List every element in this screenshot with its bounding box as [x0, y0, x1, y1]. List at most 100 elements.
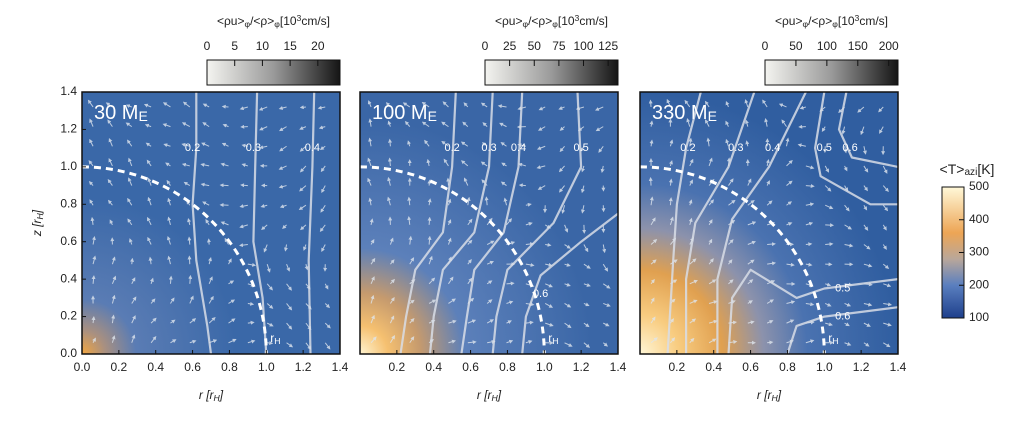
flow-arrow — [443, 158, 449, 167]
flow-arrow — [324, 303, 331, 309]
flow-arrow — [221, 142, 229, 147]
flow-arrow — [320, 204, 326, 213]
flow-arrow — [583, 302, 590, 307]
flow-arrow — [299, 126, 307, 130]
flow-arrow — [786, 222, 793, 226]
label-part: cm/s] — [579, 14, 608, 28]
panel-title: 100 ME — [372, 102, 437, 124]
flow-arrow — [564, 322, 572, 329]
flow-arrow — [525, 320, 534, 325]
colorbar-tick-label: 100 — [969, 310, 989, 324]
x-tick-label: 0.0 — [74, 360, 91, 374]
flow-arrow — [545, 262, 553, 267]
flow-arrow — [689, 318, 697, 324]
label-part: ] — [777, 388, 782, 402]
flow-arrow — [525, 340, 533, 344]
flow-arrow — [708, 279, 717, 285]
label-part: [10 — [280, 14, 297, 28]
flow-arrow — [131, 334, 136, 343]
y-tick-label: 1.0 — [60, 159, 77, 173]
flow-arrow — [564, 244, 571, 249]
flow-arrow — [150, 298, 156, 304]
flow-arrow — [125, 122, 133, 128]
flow-arrow — [805, 202, 815, 207]
flow-arrow — [463, 177, 469, 186]
label-part: cm/s] — [859, 14, 888, 28]
flow-arrow — [564, 303, 572, 308]
flow-arrow — [467, 218, 473, 226]
colorbar — [764, 59, 899, 86]
flow-arrow — [247, 339, 256, 344]
flow-arrow — [882, 204, 889, 212]
flow-arrow — [581, 165, 585, 173]
contour-label: 0.2 — [444, 142, 459, 154]
flow-arrow — [650, 297, 655, 304]
flow-arrow — [370, 336, 377, 344]
flow-arrow — [189, 318, 197, 324]
x-tick-label: 0.8 — [499, 360, 516, 374]
flow-arrow — [747, 178, 752, 186]
flow-arrow — [299, 145, 307, 152]
flow-arrow — [825, 204, 834, 210]
flow-arrow — [228, 299, 236, 304]
flow-arrow — [266, 322, 274, 327]
flow-arrow — [725, 120, 730, 127]
contour-label: 0.3 — [481, 142, 496, 154]
label-part: /<ρ> — [808, 14, 832, 28]
flow-arrow — [857, 106, 865, 113]
label-part: ] — [497, 388, 502, 402]
flow-arrow — [442, 101, 449, 108]
flow-arrow — [689, 299, 698, 304]
flow-arrow — [111, 314, 116, 324]
flow-arrow — [600, 165, 605, 174]
flow-arrow — [298, 204, 307, 211]
flow-arrow — [241, 163, 248, 168]
flow-arrow — [131, 296, 137, 304]
flow-arrow — [167, 197, 172, 206]
flow-arrow — [107, 179, 113, 186]
flow-arrow — [324, 342, 331, 350]
flow-arrow — [706, 137, 711, 147]
flow-arrow — [170, 339, 177, 344]
x-tick-label: 0.2 — [389, 360, 406, 374]
label-part: [K] — [977, 161, 994, 177]
flow-arrow — [564, 224, 569, 233]
flow-arrow — [147, 196, 152, 206]
flow-arrow — [162, 123, 171, 128]
flow-arrow — [208, 316, 216, 324]
flow-arrow — [130, 257, 135, 265]
flow-arrow — [805, 184, 815, 188]
flow-arrow — [163, 143, 171, 148]
label-part: r — [828, 331, 832, 345]
flow-arrow — [499, 122, 507, 128]
colorbar-tick-label: 150 — [848, 39, 868, 53]
colorbar-tick-label: 50 — [789, 39, 803, 53]
contour-label: 0.3 — [246, 142, 261, 154]
flow-arrow — [863, 224, 869, 231]
flow-arrow — [389, 315, 395, 324]
flow-arrow — [407, 140, 411, 147]
label-part: azi — [964, 167, 977, 178]
flow-arrow — [486, 299, 493, 304]
flow-arrow — [92, 337, 96, 344]
flow-arrow — [797, 143, 806, 148]
flow-arrow — [670, 337, 676, 344]
flow-arrow — [785, 137, 790, 147]
x-tick-label: 0.2 — [111, 360, 128, 374]
flow-arrow — [108, 158, 113, 167]
flow-arrow — [299, 185, 307, 192]
flow-arrow — [844, 204, 850, 212]
colorbar-tick-label: 15 — [283, 39, 297, 53]
flow-arrow — [728, 259, 733, 265]
flow-arrow — [725, 138, 730, 147]
flow-arrow — [89, 138, 94, 147]
flow-arrow — [166, 235, 171, 245]
label-part: H — [214, 393, 221, 403]
colorbar-tick-label: 125 — [598, 39, 618, 53]
flow-arrow — [564, 262, 571, 267]
colorbar-tick-label: 25 — [503, 39, 517, 53]
flow-arrow — [765, 159, 770, 167]
contour-label: 0.2 — [185, 142, 200, 154]
flow-arrow — [863, 244, 871, 250]
flow-arrow — [367, 177, 372, 186]
